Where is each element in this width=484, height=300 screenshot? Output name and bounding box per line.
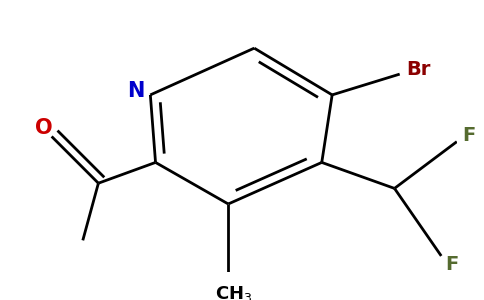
Text: F: F (445, 255, 458, 274)
Text: CH$_3$: CH$_3$ (215, 284, 252, 300)
Text: N: N (127, 81, 145, 101)
Text: O: O (34, 118, 52, 138)
Text: F: F (463, 126, 476, 145)
Text: Br: Br (406, 61, 431, 80)
